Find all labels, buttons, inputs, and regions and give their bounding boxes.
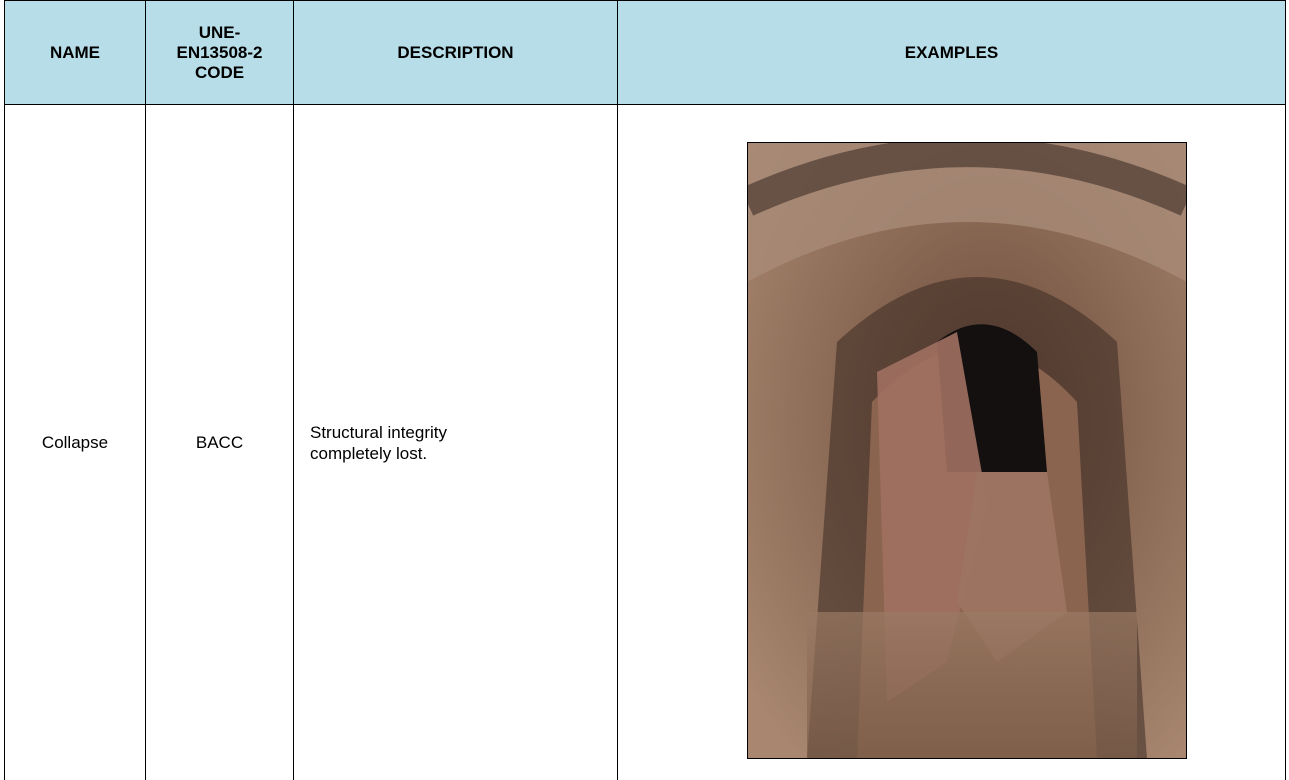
header-cell: EXAMPLES xyxy=(618,1,1286,105)
example-photo xyxy=(747,142,1187,759)
defect-table: NAME UNE- EN13508-2 CODE DESCRIPTION EXA… xyxy=(4,0,1286,780)
page: NAME UNE- EN13508-2 CODE DESCRIPTION EXA… xyxy=(0,0,1289,747)
header-cell: UNE- EN13508-2 CODE xyxy=(146,1,294,105)
cell: BACC xyxy=(146,105,294,780)
header-cell: DESCRIPTION xyxy=(294,1,618,105)
cell xyxy=(618,105,1286,780)
body-row: Collapse BACC Structural integrity compl… xyxy=(5,105,1286,780)
cell: Collapse xyxy=(5,105,146,780)
header-row: NAME UNE- EN13508-2 CODE DESCRIPTION EXA… xyxy=(5,1,1286,105)
cell: Structural integrity completely lost. xyxy=(294,105,618,780)
header-cell: NAME xyxy=(5,1,146,105)
